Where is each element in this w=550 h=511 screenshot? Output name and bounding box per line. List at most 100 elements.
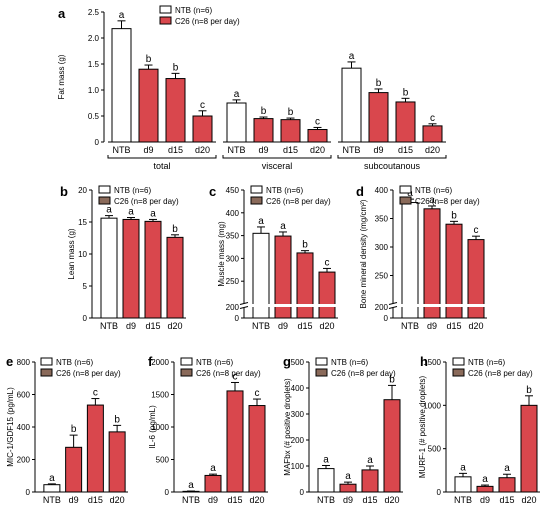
y-tick-label: 600	[17, 391, 31, 400]
axis-break-mark	[388, 302, 398, 305]
bar	[454, 476, 472, 493]
significance-letter: a	[429, 195, 435, 206]
y-tick-label: 500	[156, 456, 170, 465]
x-tick-label: NTB	[401, 321, 419, 331]
x-tick-label: NTB	[343, 145, 361, 155]
panel-letter: g	[283, 354, 291, 369]
x-tick-label: d20	[425, 145, 440, 155]
group-bracket	[337, 155, 447, 159]
legend-swatch	[98, 185, 111, 194]
y-tick-label: 10	[78, 250, 87, 259]
group-label: subcoutanous	[364, 161, 421, 171]
x-tick-label: d15	[499, 495, 514, 505]
y-axis-label: IL-6 (pg/mL)	[148, 405, 157, 449]
x-tick-label: d9	[427, 321, 437, 331]
legend-label: NTB (n=6)	[114, 186, 151, 195]
y-tick-label: 2000	[151, 358, 169, 367]
significance-letter: a	[150, 208, 156, 219]
bar	[166, 236, 184, 319]
significance-letter: a	[258, 216, 264, 227]
legend-label: C26 (n=8 per day)	[331, 369, 396, 378]
legend-swatch	[250, 185, 263, 194]
y-tick-label: 0	[384, 314, 389, 323]
significance-letter: a	[349, 51, 355, 62]
significance-letter: c	[93, 388, 98, 399]
group-label: total	[153, 161, 170, 171]
panel-letter: d	[356, 184, 364, 199]
bar-break-gap	[467, 304, 485, 307]
y-tick-label: 20	[78, 186, 87, 195]
bar	[144, 220, 162, 319]
panel-letter: c	[209, 184, 216, 199]
legend-label: NTB (n=6)	[175, 6, 212, 15]
group-label: visceral	[262, 161, 293, 171]
y-tick-label: 0	[165, 488, 170, 497]
bar-break-gap	[318, 304, 336, 307]
bar	[122, 218, 140, 319]
legend-swatch	[40, 368, 53, 377]
legend-swatch	[180, 357, 193, 366]
x-tick-label: NTB	[252, 321, 270, 331]
legend-swatch	[159, 5, 172, 14]
significance-letter: a	[367, 455, 373, 466]
bar	[368, 92, 389, 143]
significance-letter: a	[504, 463, 510, 474]
significance-letter: b	[376, 78, 382, 89]
y-tick-label: 100	[291, 462, 305, 471]
y-tick-label: 250	[375, 272, 389, 281]
x-tick-label: d20	[110, 495, 125, 505]
bar	[339, 483, 357, 493]
bar	[100, 217, 118, 319]
y-tick-label: 400	[226, 209, 240, 218]
legend-swatch	[98, 196, 111, 205]
significance-letter: b	[114, 414, 120, 425]
bar	[86, 404, 104, 493]
y-tick-label: 2.5	[88, 8, 100, 17]
legend-label: C26 (n=8 per day)	[114, 197, 179, 206]
y-tick-label: 400	[375, 186, 389, 195]
bar	[422, 125, 443, 143]
bar-break-gap	[274, 304, 292, 307]
y-tick-label: 300	[375, 243, 389, 252]
y-axis-label: Lean mass (g)	[67, 228, 76, 279]
y-tick-label: 1.5	[88, 60, 100, 69]
x-tick-label: NTB	[317, 495, 335, 505]
significance-letter: b	[172, 224, 178, 235]
bar	[318, 271, 336, 319]
x-tick-label: d9	[258, 145, 268, 155]
significance-letter: a	[106, 205, 112, 216]
bar	[248, 405, 266, 493]
y-tick-label: 200	[375, 303, 389, 312]
legend-label: C26 (n=8 per day)	[468, 369, 533, 378]
x-tick-label: d20	[384, 495, 399, 505]
legend-swatch	[315, 368, 328, 377]
x-tick-label: d20	[319, 321, 334, 331]
x-tick-label: d15	[88, 495, 103, 505]
y-axis-label: MAFbx (# positive droplets)	[283, 378, 292, 476]
x-tick-label: d15	[362, 495, 377, 505]
significance-letter: a	[280, 221, 286, 232]
axis-break-mark	[388, 306, 398, 309]
y-tick-label: 0	[26, 488, 31, 497]
legend-label: NTB (n=6)	[415, 186, 452, 195]
y-tick-label: 1500	[151, 391, 169, 400]
significance-letter: b	[173, 62, 179, 73]
significance-letter: b	[71, 424, 77, 435]
bar	[476, 485, 494, 493]
x-tick-label: d15	[446, 321, 461, 331]
y-axis-label: Bone mineral density (mg/cm²)	[359, 199, 368, 308]
significance-letter: b	[146, 54, 152, 65]
axis-break-mark	[239, 302, 249, 305]
x-tick-label: NTB	[454, 495, 472, 505]
legend-swatch	[452, 368, 465, 377]
legend-label: NTB (n=6)	[266, 186, 303, 195]
bar	[226, 390, 244, 493]
bar-break-gap	[252, 304, 270, 307]
legend-label: NTB (n=6)	[196, 358, 233, 367]
y-tick-label: 300	[226, 254, 240, 263]
y-tick-label: 250	[226, 277, 240, 286]
bar	[253, 118, 274, 143]
legend-swatch	[159, 16, 172, 25]
bar	[111, 28, 132, 143]
